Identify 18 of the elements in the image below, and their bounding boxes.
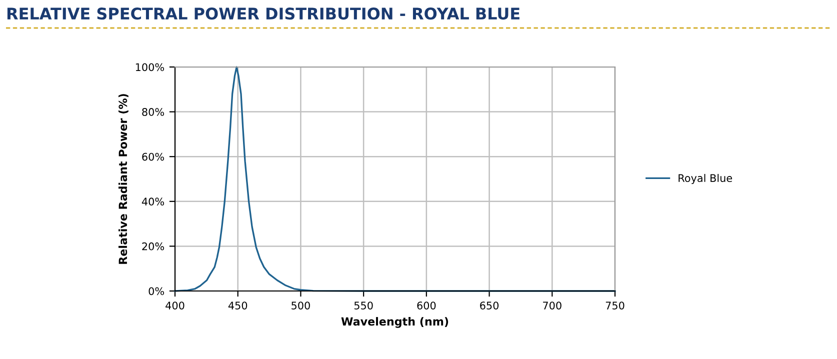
x-tick-label: 450: [228, 302, 248, 310]
y-tick-label: 20%: [142, 242, 164, 250]
x-tick-label: 650: [480, 302, 499, 310]
y-tick-label: 80%: [142, 108, 164, 116]
y-tick-label: 60%: [142, 152, 164, 161]
x-tick-label: 600: [417, 302, 436, 310]
legend-label: Royal Blue: [678, 174, 732, 184]
x-tick-label: 750: [606, 302, 624, 310]
x-tick-label: 500: [292, 302, 310, 310]
x-tick-label: 700: [543, 302, 562, 310]
x-tick-label: 550: [354, 302, 373, 310]
y-tick-label: 100%: [136, 63, 164, 72]
x-tick-label: 400: [166, 302, 184, 310]
y-axis-title: Relative Radiant Power (%): [118, 94, 128, 264]
y-tick-label: 40%: [142, 198, 164, 206]
chart-title: RELATIVE SPECTRAL POWER DISTRIBUTION - ROYAL BLUE: [7, 8, 520, 20]
x-axis-title: Wavelength (nm): [341, 317, 448, 328]
y-tick-label: 0%: [148, 287, 164, 296]
